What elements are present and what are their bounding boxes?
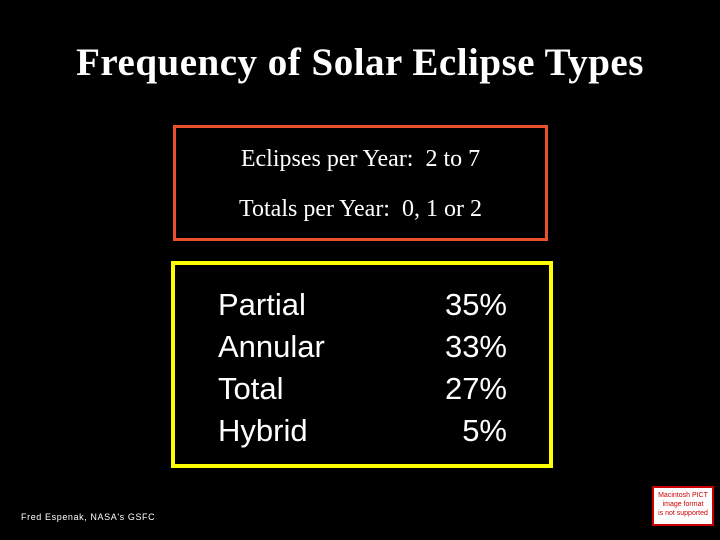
eclipse-stats-box: Eclipses per Year: 2 to 7 Totals per Yea… [173,125,548,241]
type-percent: 35% [444,287,507,322]
totals-per-year-text: Totals per Year: 0, 1 or 2 [239,196,482,222]
type-row-hybrid: Hybrid 5% [175,410,549,452]
placeholder-text-line: is not supported [658,510,708,517]
type-percent: 5% [462,413,507,448]
placeholder-text-line: Macintosh PICT [658,492,708,499]
type-label: Hybrid [218,413,308,448]
type-label: Total [218,371,284,406]
credit-text: Fred Espenak, NASA's GSFC [21,512,156,522]
placeholder-text-line: image format [662,501,704,508]
eclipse-types-box: Partial 35% Annular 33% Total 27% Hybrid… [171,261,553,468]
type-row-annular: Annular 33% [175,326,549,368]
type-label: Annular [218,329,325,364]
type-row-total: Total 27% [175,368,549,410]
slide-title: Frequency of Solar Eclipse Types [76,41,644,84]
type-label: Partial [218,287,306,322]
type-percent: 27% [444,371,507,406]
type-percent: 33% [444,329,507,364]
type-row-partial: Partial 35% [175,284,549,326]
unsupported-image-placeholder: Macintosh PICT image format is not suppo… [652,486,714,526]
eclipses-per-year-text: Eclipses per Year: 2 to 7 [240,146,481,172]
